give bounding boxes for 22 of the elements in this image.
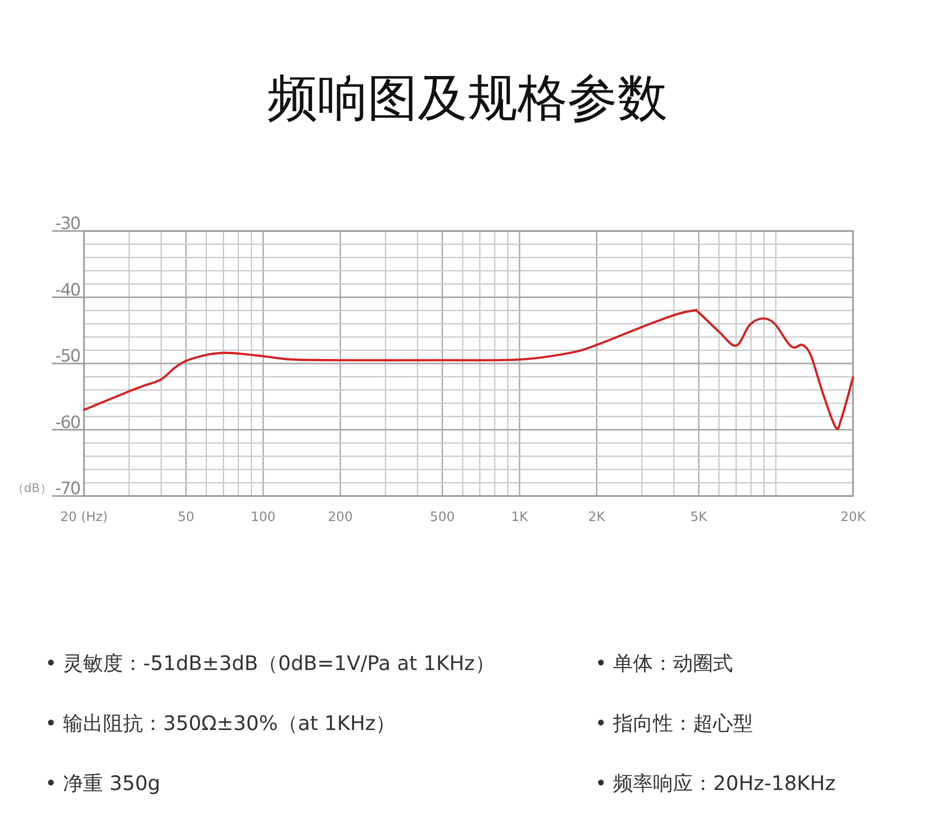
y-tick-label: -50	[55, 346, 80, 366]
x-tick-label: 200	[328, 510, 353, 525]
x-tick-label: 20K	[840, 510, 866, 525]
x-tick-label: 500	[430, 510, 455, 525]
y-axis-title: （dB）	[12, 481, 52, 495]
chart-title: 频响图及规格参数	[268, 69, 668, 127]
text: • 输出阻抗：350Ω±30%（at 1KHz）	[45, 711, 396, 735]
x-tick-label: 1K	[511, 510, 528, 525]
text: • 灵敏度：-51dB±3dB（0dB=1V/Pa at 1KHz）	[45, 651, 495, 675]
text: • 单体：动圈式	[595, 651, 734, 675]
x-tick-label: 2K	[588, 510, 606, 525]
y-tick-label: -30	[55, 214, 80, 234]
x-tick-label: 100	[250, 510, 276, 525]
y-tick-label: -60	[55, 412, 80, 433]
y-tick-label: -40	[55, 280, 80, 300]
x-tick-label: 5K	[690, 510, 708, 525]
text: • 净重 350g	[45, 771, 160, 795]
y-tick-label: -70	[55, 479, 80, 499]
text: • 频率响应：20Hz-18KHz	[595, 771, 836, 795]
x-tick-label: 20 (Hz)	[60, 510, 108, 525]
x-tick-label: 50	[178, 510, 194, 525]
text: • 指向性：超心型	[595, 711, 754, 735]
